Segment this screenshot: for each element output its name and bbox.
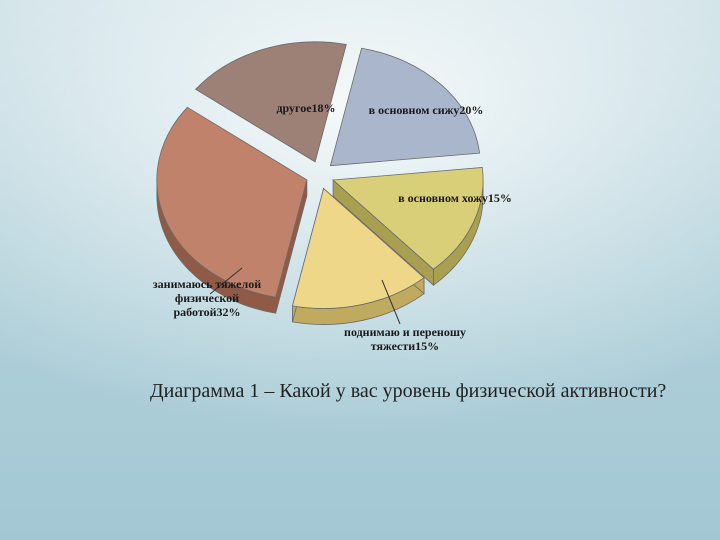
slice-label-heavy: занимаюсь тяжелой физической работой32% bbox=[122, 278, 292, 319]
slice-label-carry: поднимаю и переношу тяжести15% bbox=[310, 326, 500, 354]
slice-label-other: другое18% bbox=[246, 102, 366, 116]
slice-label-walk: в основном хожу15% bbox=[360, 192, 550, 206]
chart-caption: Диаграмма 1 – Какой у вас уровень физиче… bbox=[150, 380, 666, 403]
pie-chart: в основном сижу20% в основном хожу15% по… bbox=[110, 10, 530, 370]
